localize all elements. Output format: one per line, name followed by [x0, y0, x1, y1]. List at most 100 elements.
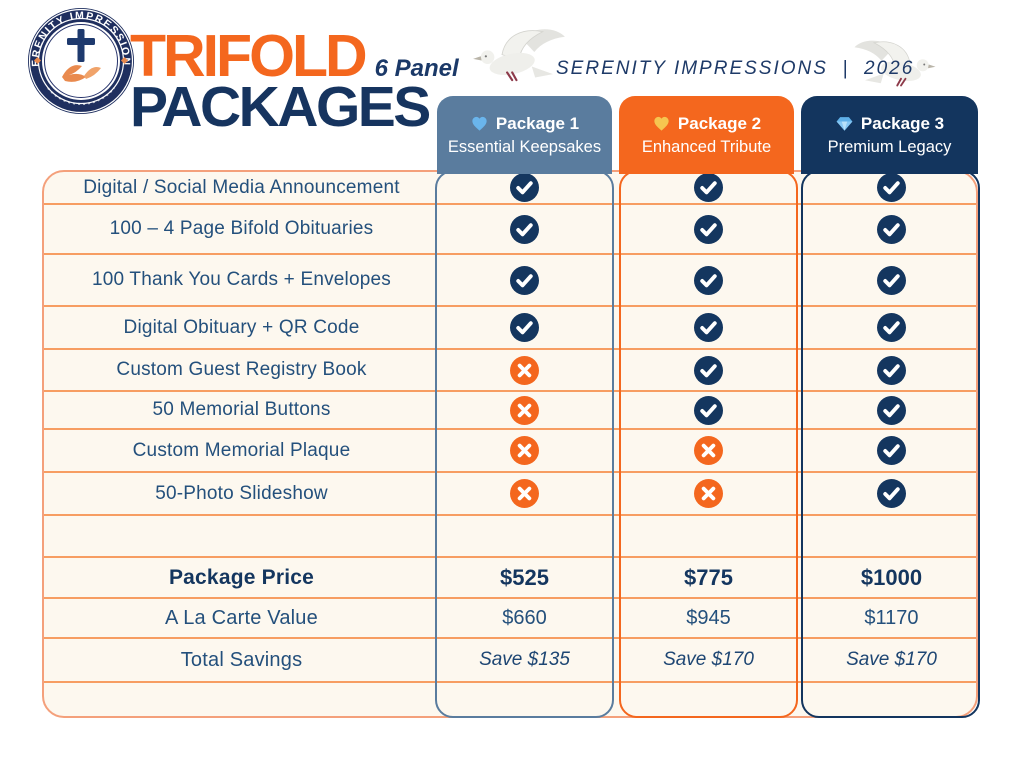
check-icon [877, 355, 906, 385]
table-row: 100 Thank You Cards + Envelopes [44, 255, 976, 307]
table-cell: $1170 [803, 599, 976, 637]
table-cell [437, 255, 612, 305]
table-cell [621, 350, 796, 390]
table-cell: Save $170 [803, 639, 976, 681]
x-icon [510, 479, 539, 508]
check-icon [694, 265, 723, 295]
dove-image [473, 29, 565, 82]
table-cell [621, 172, 796, 203]
spacer-row [44, 516, 976, 558]
check-icon [877, 395, 906, 425]
serenity-impressions-logo: SERENITY IMPRESSIONS [22, 0, 136, 116]
table-cell: Save $135 [437, 639, 612, 681]
x-icon [694, 479, 723, 508]
x-icon [694, 436, 723, 465]
table-cell [437, 392, 612, 428]
feature-label: Digital / Social Media Announcement [83, 176, 400, 198]
check-icon [694, 313, 723, 342]
summary-label: Package Price [168, 565, 315, 589]
table-row: Custom Memorial Plaque [44, 430, 976, 473]
check-icon [877, 479, 906, 508]
title-trifold: TRIFOLD [130, 23, 368, 89]
logo-badge-icon: SERENITY IMPRESSIONS [22, 0, 134, 114]
feature-label: 100 Thank You Cards + Envelopes [92, 269, 391, 290]
check-icon [510, 265, 539, 295]
summary-row: Total Savings Save $135 Save $170 Save $170 [44, 639, 976, 683]
package-tab-1: Package 1 Essential Keepsakes [437, 96, 612, 174]
package-comparison-table: Digital / Social Media Announcement 100 –… [42, 170, 978, 718]
logo-dove-icon [62, 65, 101, 82]
table-cell: $1000 [803, 558, 976, 597]
heart-icon [472, 116, 487, 131]
table-cell [437, 430, 612, 471]
check-icon [877, 436, 906, 465]
brand-divider: | [842, 58, 850, 79]
feature-label: 100 – 4 Page Bifold Obituaries [109, 218, 374, 239]
feature-label: Custom Memorial Plaque [132, 439, 351, 461]
summary-label: A La Carte Value [165, 606, 318, 629]
package-tab-3: Package 3 Premium Legacy [801, 96, 978, 174]
summary-label: Total Savings [180, 648, 303, 671]
title-packages: PACKAGES [130, 75, 431, 140]
table-cell [803, 430, 976, 471]
table-cell: $945 [621, 599, 796, 637]
summary-value: Save $135 [479, 649, 570, 670]
summary-value: $525 [500, 564, 549, 590]
table-cell [621, 430, 796, 471]
check-icon [510, 313, 539, 342]
summary-value: $1170 [864, 606, 919, 629]
spacer-row [44, 683, 976, 716]
feature-label: Custom Guest Registry Book [116, 359, 367, 380]
check-icon [694, 173, 723, 202]
package-name: Essential Keepsakes [447, 137, 602, 156]
check-icon [510, 173, 539, 202]
brand-year-line: SERENITY IMPRESSIONS | 2026 [556, 58, 912, 80]
package-label: Package 2 [677, 113, 762, 133]
feature-label: 50-Photo Slideshow [155, 482, 328, 504]
feature-label: 50 Memorial Buttons [152, 399, 331, 420]
table-cell: $660 [437, 599, 612, 637]
check-icon [877, 265, 906, 295]
feature-label: Digital Obituary + QR Code [123, 316, 360, 338]
summary-value: $660 [502, 606, 547, 629]
table-cell [803, 350, 976, 390]
logo-cross-icon [67, 29, 95, 62]
page-title: TRIFOLD 6 Panel PACKAGES [130, 23, 459, 140]
summary-value: $775 [684, 564, 733, 590]
table-cell: $525 [437, 558, 612, 597]
summary-value: Save $170 [663, 649, 754, 670]
table-row: Custom Guest Registry Book [44, 350, 976, 392]
table-rows: Digital / Social Media Announcement 100 –… [44, 172, 976, 716]
title-6-panel: 6 Panel [374, 55, 459, 82]
table-cell [803, 255, 976, 305]
check-icon [877, 214, 906, 244]
package-tab-2: Package 2 Enhanced Tribute [619, 96, 794, 174]
table-cell: Save $170 [621, 639, 796, 681]
package-name: Enhanced Tribute [641, 137, 772, 156]
table-cell [621, 255, 796, 305]
summary-row: A La Carte Value $660 $945 $1170 [44, 599, 976, 639]
table-cell [437, 307, 612, 348]
table-cell [621, 307, 796, 348]
package-name: Premium Legacy [827, 137, 952, 156]
table-cell [803, 307, 976, 348]
summary-value: $1000 [860, 564, 923, 590]
brand-year: 2026 [864, 58, 915, 79]
check-icon [877, 313, 906, 342]
heart-icon [654, 116, 669, 131]
table-cell [803, 473, 976, 514]
check-icon [694, 355, 723, 385]
brand-name: SERENITY IMPRESSIONS [556, 58, 828, 79]
table-cell [621, 392, 796, 428]
table-row: Digital Obituary + QR Code [44, 307, 976, 350]
summary-row: Package Price $525 $775 $1000 [44, 558, 976, 599]
table-cell [803, 205, 976, 253]
table-cell [803, 392, 976, 428]
table-row: Digital / Social Media Announcement [44, 172, 976, 205]
check-icon [694, 395, 723, 425]
gem-icon [836, 117, 853, 131]
check-icon [877, 173, 906, 202]
check-icon [510, 214, 539, 244]
table-cell [621, 473, 796, 514]
